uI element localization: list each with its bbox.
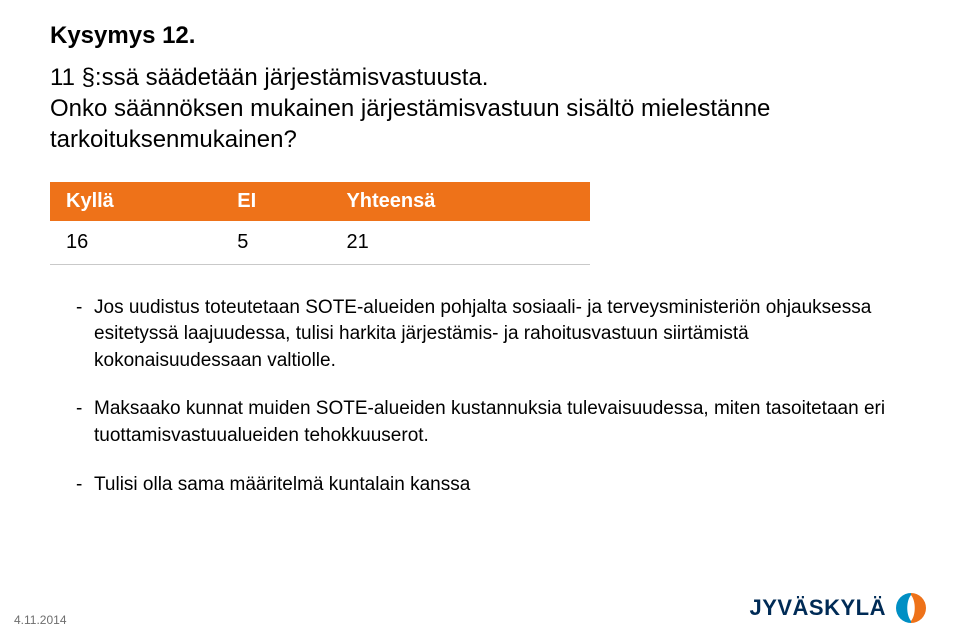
list-item: Jos uudistus toteutetaan SOTE-alueiden p…: [76, 295, 910, 375]
list-item: Tulisi olla sama määritelmä kuntalain ka…: [76, 472, 910, 499]
table-cell: 21: [330, 221, 590, 265]
footer-logo: JYVÄSKYLÄ: [749, 591, 928, 625]
logo-mark-icon: [894, 591, 928, 625]
table-row: 16 5 21: [50, 221, 590, 265]
question-heading: Kysymys 12.: [50, 22, 910, 50]
col-header: Yhteensä: [330, 182, 590, 221]
results-table: Kyllä EI Yhteensä 16 5 21: [50, 182, 590, 265]
col-header: Kyllä: [50, 182, 221, 221]
col-header: EI: [221, 182, 330, 221]
footer-date: 4.11.2014: [14, 613, 67, 627]
bullet-list: Jos uudistus toteutetaan SOTE-alueiden p…: [50, 295, 910, 499]
question-subtext: 11 §:ssä säädetään järjestämisvastuusta.…: [50, 62, 910, 156]
logo-text: JYVÄSKYLÄ: [749, 595, 886, 621]
list-item: Maksaako kunnat muiden SOTE-alueiden kus…: [76, 396, 910, 449]
table-cell: 5: [221, 221, 330, 265]
table-cell: 16: [50, 221, 221, 265]
